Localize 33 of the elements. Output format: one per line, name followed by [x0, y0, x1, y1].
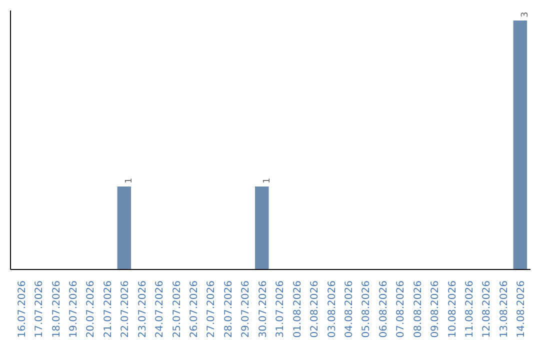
x-tick-label: 05.08.2026	[361, 280, 372, 338]
data-label: 3	[520, 12, 531, 18]
x-tick-label: 10.08.2026	[447, 280, 458, 338]
x-tick-label: 31.07.2026	[275, 280, 286, 338]
x-tick-label: 01.08.2026	[292, 280, 304, 338]
x-tick-label: 11.08.2026	[464, 280, 476, 338]
x-tick-label: 03.08.2026	[326, 280, 338, 338]
x-tick-label: 27.07.2026	[206, 280, 218, 338]
x-tick-label: 08.08.2026	[412, 280, 424, 338]
data-label: 1	[262, 178, 272, 184]
x-tick-label: 20.07.2026	[86, 280, 97, 338]
x-tick-label: 21.07.2026	[102, 280, 114, 338]
x-tick-label: 26.07.2026	[189, 280, 200, 338]
data-label: 1	[124, 178, 135, 184]
x-tick-label: 19.07.2026	[68, 280, 80, 338]
x-tick-label: 06.08.2026	[378, 280, 390, 338]
x-tick-label: 14.08.2026	[516, 280, 528, 338]
x-tick-label: 25.07.2026	[172, 280, 183, 338]
x-tick-label: 30.07.2026	[258, 280, 269, 338]
x-tick-label: 22.07.2026	[120, 280, 132, 338]
x-tick-label: 04.08.2026	[344, 280, 355, 338]
x-tick-label: 18.07.2026	[51, 280, 62, 338]
x-tick-label: 07.08.2026	[396, 280, 407, 338]
x-tick-label: 23.07.2026	[137, 280, 148, 338]
x-tick-label: 28.07.2026	[223, 280, 234, 338]
x-tick-label: 02.08.2026	[310, 280, 321, 338]
x-tick-label: 29.07.2026	[240, 280, 252, 338]
x-tick-label: 24.07.2026	[154, 280, 166, 338]
x-tick-label: 13.08.2026	[498, 280, 510, 338]
x-tick-label: 12.08.2026	[482, 280, 493, 338]
x-tick-label: 16.07.2026	[16, 280, 28, 338]
x-tick-label: 09.08.2026	[430, 280, 442, 338]
x-tick-label: 17.07.2026	[34, 280, 46, 338]
